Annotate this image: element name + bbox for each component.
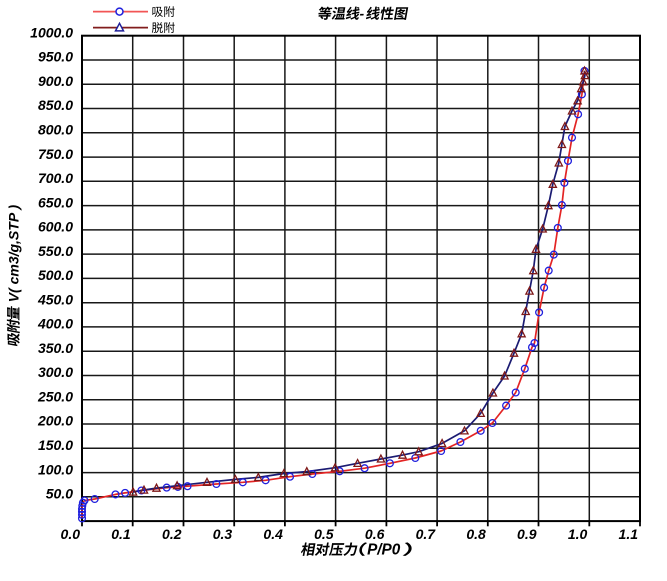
svg-text:600.0: 600.0 xyxy=(38,219,73,235)
svg-text:50.0: 50.0 xyxy=(46,486,73,502)
svg-text:200.0: 200.0 xyxy=(37,413,73,429)
svg-text:1.1: 1.1 xyxy=(619,526,639,542)
svg-text:0.5: 0.5 xyxy=(314,526,334,542)
svg-text:0.3: 0.3 xyxy=(213,526,233,542)
svg-text:0.1: 0.1 xyxy=(111,526,131,542)
svg-text:850.0: 850.0 xyxy=(38,97,73,113)
svg-text:450.0: 450.0 xyxy=(37,291,73,307)
svg-text:0.2: 0.2 xyxy=(162,526,182,542)
svg-text:250.0: 250.0 xyxy=(37,388,73,404)
svg-text:550.0: 550.0 xyxy=(38,243,73,259)
svg-text:0.4: 0.4 xyxy=(263,526,283,542)
svg-text:0.8: 0.8 xyxy=(466,526,486,542)
svg-text:150.0: 150.0 xyxy=(38,437,73,453)
svg-text:300.0: 300.0 xyxy=(38,364,73,380)
svg-text:100.0: 100.0 xyxy=(38,461,73,477)
svg-text:V( cm3/g,STP ): V( cm3/g,STP ) xyxy=(6,204,22,302)
svg-text:1.0: 1.0 xyxy=(568,526,588,542)
svg-text:0.9: 0.9 xyxy=(517,526,537,542)
svg-text:0.7: 0.7 xyxy=(416,526,437,542)
svg-text:950.0: 950.0 xyxy=(38,49,73,65)
svg-text:0.6: 0.6 xyxy=(365,526,385,542)
svg-text:350.0: 350.0 xyxy=(38,340,73,356)
svg-text:700.0: 700.0 xyxy=(38,170,73,186)
svg-text:-: - xyxy=(360,5,365,21)
svg-text:650.0: 650.0 xyxy=(38,194,73,210)
svg-text:900.0: 900.0 xyxy=(38,73,73,89)
svg-text:P/P0: P/P0 xyxy=(367,542,401,559)
svg-text:500.0: 500.0 xyxy=(38,267,73,283)
svg-text:1000.0: 1000.0 xyxy=(30,24,73,40)
svg-text:800.0: 800.0 xyxy=(38,122,73,138)
svg-text:0.0: 0.0 xyxy=(61,526,81,542)
svg-text:750.0: 750.0 xyxy=(38,146,73,162)
svg-text:400.0: 400.0 xyxy=(37,316,73,332)
